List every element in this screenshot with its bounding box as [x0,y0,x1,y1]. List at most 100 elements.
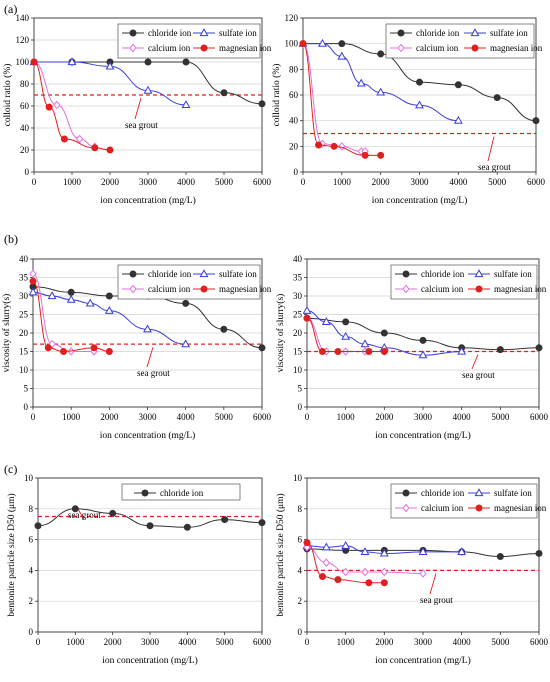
series-sulfate [28,287,191,348]
x-tick-label: 2000 [375,637,394,647]
x-tick-label: 5000 [491,412,510,422]
y-tick-label: 0 [294,167,299,177]
series-chloride [299,40,540,125]
legend: chloride ion sulfate ion calcium ion magnes… [385,23,543,59]
data-point-sulfate [376,87,386,96]
data-point-chloride [496,553,504,561]
legend-entry: sulfate ion [219,269,257,279]
data-point-chloride [258,100,266,108]
data-point-calcium [322,558,330,567]
data-point-sulfate [415,100,424,109]
x-tick-label: 0 [32,177,37,187]
data-point-chloride [67,288,75,296]
data-point-magnesian [299,40,307,48]
legend-box [390,264,538,300]
data-point-sulfate [321,542,331,551]
sea-grout-label: sea grout [137,368,170,378]
x-tick-label: 2000 [104,637,123,647]
x-tick-label: 1000 [337,412,356,422]
x-tick-label: 3000 [414,412,433,422]
data-point-sulfate [181,339,191,348]
series-calcium [299,39,369,156]
data-point-magnesian [380,348,388,355]
sea-grout-arrow [429,573,437,595]
series-line-calcium [302,43,366,152]
data-point-chloride [380,329,388,337]
data-point-magnesian [365,579,373,587]
data-point-chloride [71,505,79,513]
y-axis-label: bentonite particle size D50 (μm) [275,493,286,616]
chart-a-right: 0 1000 2000 3000 4000 5000 6000 0 20 40 60 80 100 120… [271,13,546,206]
legend-swatch-marker [141,489,149,497]
data-point-chloride [535,344,543,352]
x-tick-label: 6000 [527,177,546,187]
data-point-sulfate [105,61,115,70]
data-point-sulfate [85,298,95,307]
legend-swatch-marker [474,488,484,497]
data-point-sulfate [47,291,57,300]
legend-swatch-marker [199,28,209,37]
data-point-calcium [29,269,37,279]
data-point-magnesian [330,142,338,150]
legend-entry: magnesian ion [494,284,547,294]
x-tick-label: 6000 [530,412,549,422]
y-tick-label: 2 [298,596,303,606]
y-tick-label: 35 [19,273,29,283]
y-axis-label: bentonite particle size D50 (μm) [6,493,17,616]
data-point-chloride [34,522,42,530]
series-line-magnesian [302,43,381,156]
legend-swatch-marker [397,29,405,37]
data-point-sulfate [418,350,428,359]
y-tick-label: 40 [20,123,30,133]
x-tick-label: 6000 [253,637,272,647]
x-axis-label: ion concentration (mg/L) [100,430,196,441]
y-tick-label: 0 [298,627,303,637]
data-point-chloride [144,58,152,66]
x-tick-label: 0 [31,412,36,422]
chart-c-left: 0 1000 2000 3000 4000 5000 6000 0 2 4 6 8 10 ion conc… [6,473,272,666]
legend-entry: magnesian ion [219,284,272,294]
x-tick-label: 4000 [449,177,468,187]
legend-box [117,23,261,59]
legend-entry: calcium ion [416,43,459,53]
legend-entry: magnesian ion [494,503,547,513]
data-point-magnesian [106,146,114,154]
data-point-calcium [380,567,388,577]
data-point-magnesian [365,348,373,355]
legend-entry: sulfate ion [219,28,257,38]
sea-grout-label: sea grout [420,595,453,605]
data-point-magnesian [44,344,52,352]
x-tick-label: 0 [36,637,41,647]
legend-swatch-marker [402,284,410,294]
y-tick-label: 0 [25,167,30,177]
series-magnesian [303,539,388,587]
x-tick-label: 5000 [491,637,510,647]
data-point-magnesian [315,141,323,149]
x-tick-label: 2000 [100,412,119,422]
y-tick-label: 100 [285,39,299,49]
legend-entry: chloride ion [421,269,465,279]
data-point-chloride [221,516,229,524]
data-point-magnesian [45,103,53,111]
x-tick-label: 3000 [139,177,158,187]
x-axis-label: ion concentration (mg/L) [372,195,468,206]
x-tick-label: 1000 [333,177,352,187]
y-tick-label: 40 [289,116,299,126]
legend: chloride ion sulfate ion calcium ion magnes… [390,483,547,519]
y-tick-label: 40 [19,254,29,264]
legend-swatch-marker [471,44,479,52]
y-tick-label: 6 [298,535,303,545]
legend-swatch-marker [129,29,137,37]
data-point-magnesian [60,135,68,143]
data-point-calcium [361,567,369,577]
y-tick-label: 2 [29,596,34,606]
legend-box [117,264,261,300]
legend-entry: chloride ion [148,28,192,38]
data-point-chloride [377,50,385,58]
data-point-chloride [105,292,113,300]
data-point-sulfate [457,547,467,556]
legend: chloride ion sulfate ion calcium ion magnes… [390,264,547,300]
y-tick-label: 140 [16,13,30,23]
y-tick-label: 20 [19,328,29,338]
legend-swatch-marker [475,285,483,293]
